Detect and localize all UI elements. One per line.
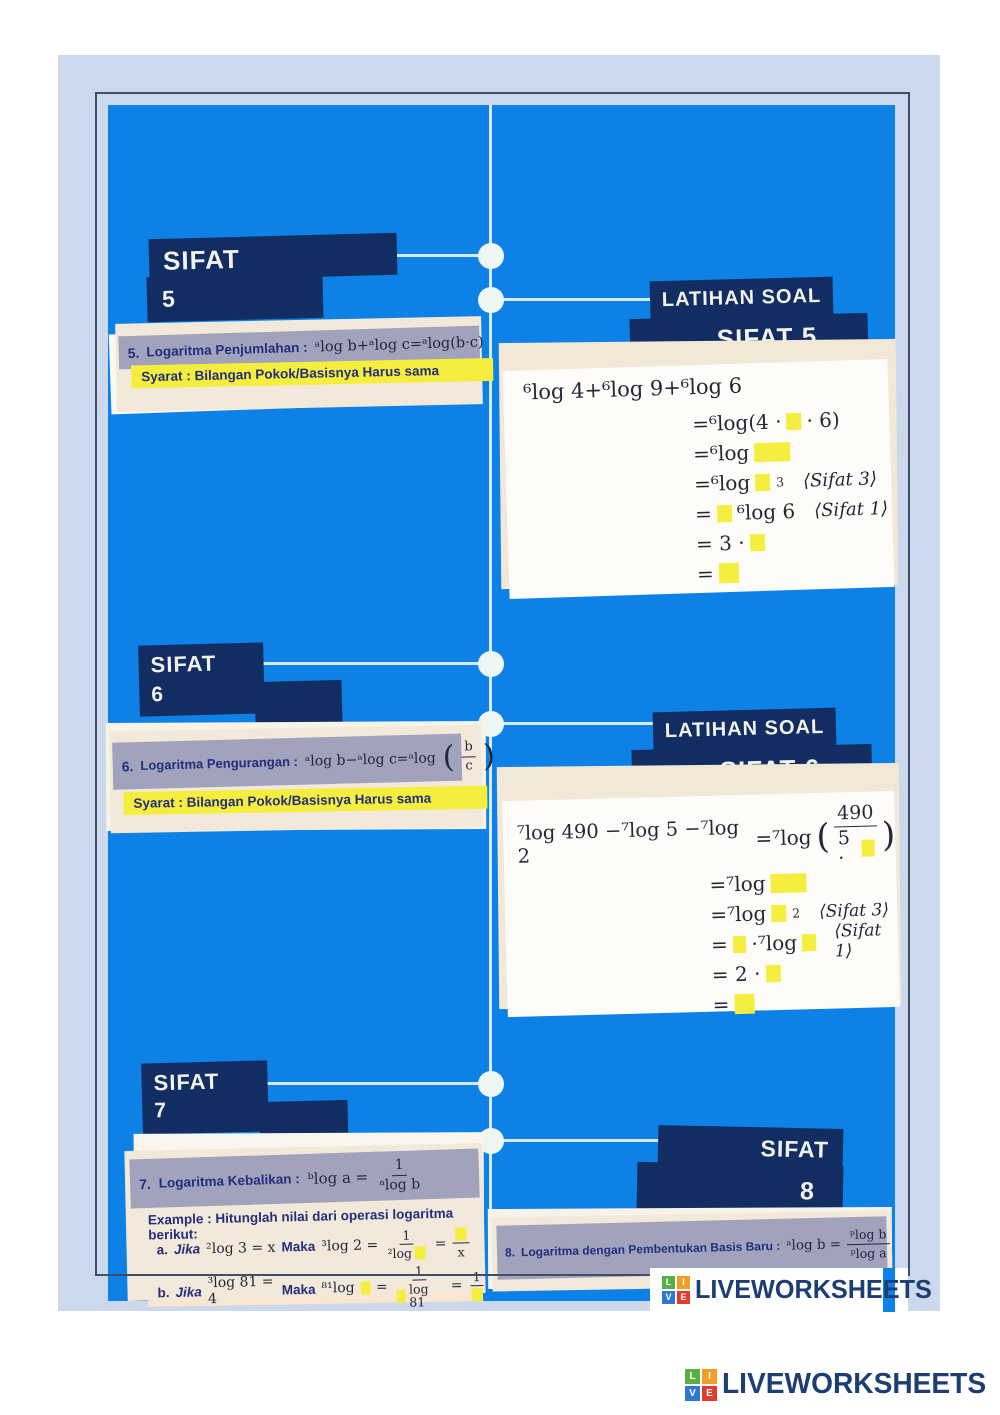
ex6-note-sifat1: ⟨Sifat 1⟩ xyxy=(834,920,882,962)
rule8-label: Logaritma dengan Pembentukan Basis Baru … xyxy=(520,1238,781,1260)
sifat5-header-number-box: 5 xyxy=(146,272,324,323)
answer-blank[interactable] xyxy=(396,1289,407,1303)
connector-sifat6 xyxy=(262,662,491,665)
right-paren: ) xyxy=(881,814,896,856)
rule7-card: 7. Logaritma Kebalikan : ᵇlog a = 1 ᵃlog… xyxy=(124,1142,486,1310)
sifat7-header-number: 7 xyxy=(154,1099,168,1123)
rule6-syarat-highlight: Syarat : Bilangan Pokok/Basisnya Harus s… xyxy=(123,785,488,816)
answer-blank[interactable] xyxy=(770,872,807,893)
ex6-step-4: = ·⁷log ⟨Sifat 1⟩ xyxy=(711,920,899,961)
ex6-step-6: = xyxy=(712,985,900,1020)
answer-blank[interactable] xyxy=(732,935,747,953)
item-b-fraction2: 1 xyxy=(468,1269,486,1302)
rule7-fraction: 1 ᵃlog b xyxy=(379,1157,421,1194)
item-a-fraction2: x xyxy=(452,1227,470,1260)
left-paren: ( xyxy=(815,816,831,857)
liveworksheets-logo-inner: L I V E LIVEWORKSHEETS xyxy=(662,1274,939,1305)
answer-blank[interactable] xyxy=(765,964,781,982)
liveworksheets-logo-bottom: L I V E LIVEWORKSHEETS xyxy=(685,1368,994,1401)
rule6-number: 6. xyxy=(121,757,134,774)
answer-blank[interactable] xyxy=(771,904,787,922)
ex5-problem: ⁶log 4+⁶log 9+⁶log 6 xyxy=(522,373,743,405)
rule6-card: 6. Logaritma Pengurangan : ᵃlog b−ᵃlog c… xyxy=(109,724,495,834)
liveworksheets-wordmark: LIVEWORKSHEETS xyxy=(695,1274,932,1304)
rule6-syarat: Syarat : Bilangan Pokok/Basisnya Harus s… xyxy=(133,790,432,811)
item-b-fraction1: 1 log 81 xyxy=(393,1263,445,1310)
sifat7-header-title: SIFAT xyxy=(153,1068,220,1096)
rule6-formula-band: 6. Logaritma Pengurangan : ᵃlog b−ᵃlog c… xyxy=(112,733,495,790)
liveworksheets-grid-icon: L I V E xyxy=(685,1368,717,1401)
latihan5-header-line1: LATIHAN SOAL xyxy=(661,284,822,311)
timeline-node xyxy=(478,243,504,269)
ex5-note-sifat1: ⟨Sifat 1⟩ xyxy=(813,497,889,521)
answer-blank[interactable] xyxy=(786,412,802,430)
answer-blank[interactable] xyxy=(754,473,771,491)
connector-sifat5 xyxy=(395,254,491,257)
ex5-note-sifat3: ⟨Sifat 3⟩ xyxy=(802,467,878,492)
sifat6-header-box: SIFAT 6 xyxy=(138,642,265,717)
rule5-syarat: Syarat : Bilangan Pokok/Basisnya Harus s… xyxy=(141,363,440,385)
timeline-node xyxy=(478,651,504,677)
answer-blank[interactable] xyxy=(414,1246,427,1260)
timeline-node xyxy=(478,287,504,313)
rule7-item-a: a. Jika ²log 3 = x Maka ³log 2 = 1 ²log … xyxy=(156,1227,470,1265)
liveworksheets-grid-icon: L I V E xyxy=(662,1275,690,1304)
left-paren: ( xyxy=(442,739,456,775)
ex6-step-2: =⁷log xyxy=(709,865,897,900)
answer-blank[interactable] xyxy=(471,1287,483,1301)
ex6-step-1: =⁷log ( 490 5 · ) xyxy=(755,801,896,870)
right-paren: ) xyxy=(482,738,496,774)
answer-blank[interactable] xyxy=(360,1281,371,1295)
answer-blank[interactable] xyxy=(734,993,755,1015)
rule7-formula-band: 7. Logaritma Kebalikan : ᵇlog a = 1 ᵃlog… xyxy=(129,1148,480,1209)
blue-page-edge-strip xyxy=(883,1268,895,1312)
answer-blank[interactable] xyxy=(455,1227,467,1241)
connector-sifat7 xyxy=(266,1082,491,1085)
rule8-lhs: ᵃlog b = xyxy=(786,1236,842,1254)
connector-latihan5 xyxy=(491,298,653,301)
rule7-lhs: ᵇlog a = xyxy=(307,1167,369,1188)
rule5-card: 5. Logaritma Penjumlahan : ᵃlog b+ᵃlog c… xyxy=(115,316,494,412)
answer-blank[interactable] xyxy=(749,533,765,551)
rule7-label: Logaritma Kebalikan : xyxy=(158,1171,300,1191)
rule5-formula: ᵃlog b+ᵃlog c=ᵃlog(b·c) xyxy=(314,334,484,356)
rule5-number: 5. xyxy=(127,344,140,361)
item-a-fraction1: 1 ²log xyxy=(384,1228,429,1261)
connector-latihan6 xyxy=(491,722,655,725)
answer-blank[interactable] xyxy=(801,933,816,951)
ex5-step-6: = xyxy=(697,553,891,589)
sifat6-header-number: 6 xyxy=(151,682,165,707)
latihan6-header-box: LATIHAN SOAL xyxy=(652,707,837,751)
timeline-vertical-line xyxy=(489,105,492,1285)
answer-blank[interactable] xyxy=(753,441,791,462)
answer-blank[interactable] xyxy=(716,504,733,522)
ex6-note-sifat3: ⟨Sifat 3⟩ xyxy=(818,900,890,922)
connector-sifat8 xyxy=(491,1139,661,1142)
latihan5-example-card: ⁶log 4+⁶log 9+⁶log 6 =⁶log(4 · · 6) =⁶lo… xyxy=(502,359,895,599)
answer-blank[interactable] xyxy=(861,839,875,858)
latihan5-header-box: LATIHAN SOAL xyxy=(649,276,834,320)
rule6-label: Logaritma Pengurangan : xyxy=(140,753,299,773)
timeline-node xyxy=(478,1071,504,1097)
rule8-number: 8. xyxy=(504,1245,516,1260)
rule8-fraction: ᵖlog b ᵖlog a xyxy=(846,1227,890,1261)
rule7-number: 7. xyxy=(138,1175,152,1192)
ex6-fraction: 490 5 · xyxy=(833,801,878,869)
sifat6-header-title: SIFAT xyxy=(150,650,217,678)
rule7-item-b: b. Jika ³log 81 = 4 Maka ⁸¹log = 1 log 8… xyxy=(157,1263,486,1315)
answer-blank[interactable] xyxy=(718,562,740,584)
sifat7-header-box: SIFAT 7 xyxy=(141,1060,269,1135)
rule6-fraction: b c xyxy=(461,740,476,773)
latihan6-header-line1: LATIHAN SOAL xyxy=(664,715,825,742)
liveworksheets-wordmark: LIVEWORKSHEETS xyxy=(722,1368,987,1400)
rule6-formula-pre: ᵃlog b−ᵃlog c=ᵃlog xyxy=(304,749,436,770)
ex6-problem: ⁷log 490 −⁷log 5 −⁷log 2 xyxy=(516,816,740,869)
latihan6-example-card: ⁷log 490 −⁷log 5 −⁷log 2 =⁷log ( 490 5 ·… xyxy=(502,790,900,1020)
sifat6-header-box2 xyxy=(254,679,343,728)
sifat5-header-number: 5 xyxy=(161,285,177,312)
rule5-label: Logaritma Penjumlahan : xyxy=(146,339,308,360)
